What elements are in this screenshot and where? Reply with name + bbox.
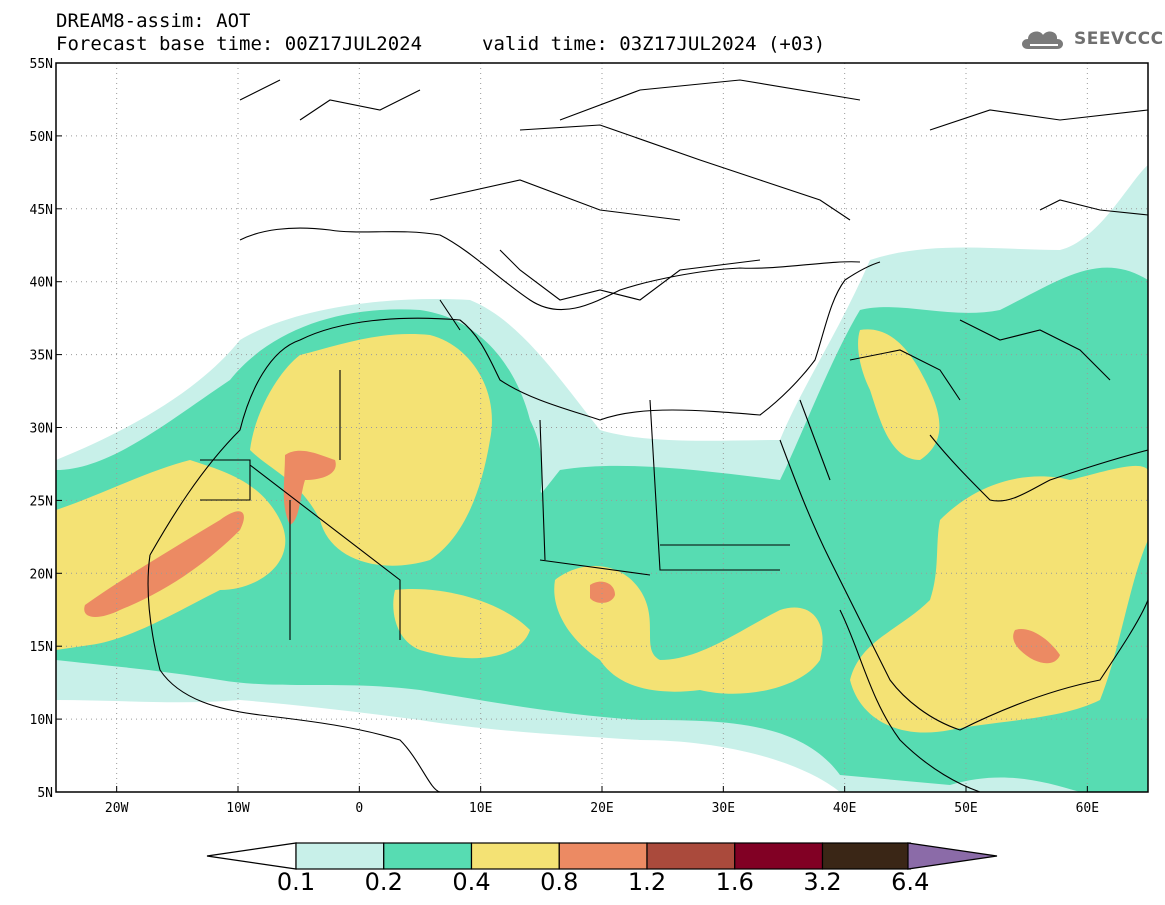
colorbar-swatch (383, 842, 473, 870)
lon-label: 10E (469, 801, 492, 816)
aot-band-0.8-sahara (283, 450, 336, 525)
colorbar-swatch (734, 842, 824, 870)
model-title: DREAM8-assim: AOT (56, 10, 251, 32)
lat-label: 40N (30, 276, 53, 291)
lat-label: 45N (30, 203, 53, 218)
lon-label: 60E (1076, 801, 1099, 816)
aot-band-0.4-iraq (858, 329, 940, 460)
lon-label: 20E (590, 801, 613, 816)
lat-label: 30N (30, 422, 53, 437)
colorbar-swatch (470, 842, 560, 870)
lat-label: 25N (30, 494, 53, 509)
valid-time: valid time: 03Z17JUL2024 (+03) (482, 33, 826, 55)
colorbar-high-arrow (907, 842, 998, 870)
colorbar-swatch (821, 842, 911, 870)
lon-label: 10W (226, 801, 250, 816)
lat-label: 20N (30, 567, 53, 582)
colorbar-low-arrow (206, 842, 297, 870)
lon-label: 20W (105, 801, 129, 816)
colorbar-tick-label: 1.6 (715, 868, 754, 896)
colorbar-swatch (558, 842, 648, 870)
lat-label: 10N (30, 713, 53, 728)
seevccc-logo: SEEVCCC (1018, 24, 1164, 54)
aot-band-0.8-atlantic (84, 511, 244, 617)
lat-label: 5N (37, 786, 53, 801)
colorbar-tick-label: 1.2 (627, 868, 667, 896)
colorbar-swatch (295, 842, 385, 870)
colorbar-tick-label: 0.2 (364, 868, 403, 896)
lat-label: 50N (30, 130, 53, 145)
colorbar-tick-label: 0.8 (540, 868, 579, 896)
aot-band-0.4-sahara (250, 334, 492, 566)
base-time: Forecast base time: 00Z17JUL2024 (56, 33, 423, 55)
aot-band-0.4-sahel (393, 589, 530, 659)
lon-label: 50E (954, 801, 977, 816)
logo-text: SEEVCCC (1074, 29, 1164, 49)
lon-label: 30E (712, 801, 735, 816)
lon-label: 40E (833, 801, 856, 816)
aot-band-0.4-arabia (850, 465, 1148, 733)
colorbar-tick-label: 3.2 (803, 868, 842, 896)
colorbar-swatch (646, 842, 736, 870)
latitude-labels: 55N 50N 45N 40N 35N 30N 25N 20N 15N 10N 5N (30, 57, 53, 801)
colorbar-tick-label: 0.4 (452, 868, 491, 896)
colorbar-tick-label: 0.1 (276, 868, 316, 896)
lat-label: 35N (30, 349, 53, 364)
lat-label: 15N (30, 640, 53, 655)
map-graticule (56, 63, 1148, 792)
colorbar (206, 842, 998, 870)
cloud-icon (1022, 31, 1063, 49)
aot-band-0.8-chad (590, 581, 615, 603)
colorbar-tick-label: 6.4 (891, 868, 930, 896)
lat-label: 55N (30, 57, 53, 72)
lon-label: 0 (355, 801, 363, 816)
aot-band-0.4-chad (554, 566, 823, 694)
longitude-labels: 20W 10W 0 10E 20E 30E 40E 50E 60E (105, 801, 1099, 816)
coastlines (147, 79, 1148, 792)
axis-ticks (56, 62, 1088, 793)
